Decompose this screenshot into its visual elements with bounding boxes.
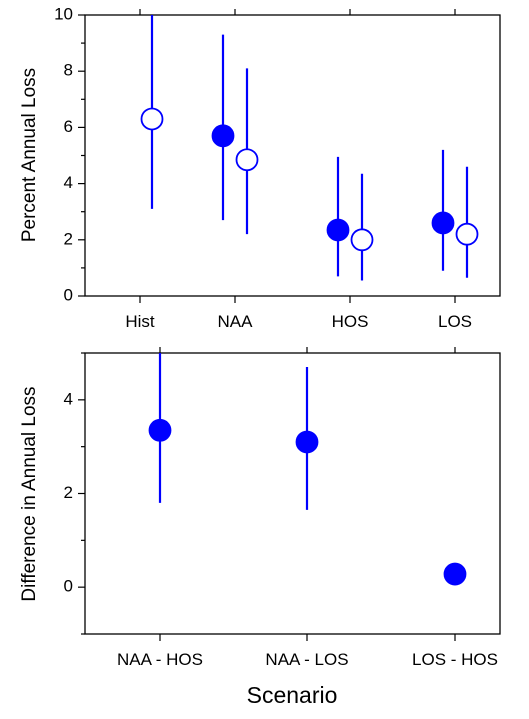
filled-marker <box>443 562 467 586</box>
data-marks-bottom <box>148 353 467 586</box>
x-axis-title: Scenario <box>247 682 338 708</box>
filled-marker <box>295 430 319 454</box>
y-axis-title-bottom: Difference in Annual Loss <box>19 386 40 601</box>
y-axis-ticks-bottom: 0 2 4 <box>64 352 85 635</box>
panel-difference-in-annual-loss: 0 2 4 NAA - HOS NAA - LOS LOS - HOS Differen… <box>19 347 501 708</box>
y-axis-ticks-top: 0 2 4 6 8 10 <box>54 4 85 304</box>
y-tick-label: 2 <box>64 483 73 502</box>
open-marker <box>235 148 259 172</box>
x-tick-label: NAA - LOS <box>265 650 348 669</box>
filled-marker <box>431 211 455 235</box>
x-tick-label: NAA <box>218 312 254 331</box>
y-tick-label: 2 <box>64 229 73 248</box>
open-marker <box>350 228 374 252</box>
plot-frame-top <box>84 14 501 297</box>
x-axis-ticks-top: Hist NAA HOS LOS <box>125 9 472 331</box>
y-axis-title-top: Percent Annual Loss <box>19 68 40 242</box>
x-tick-label: LOS - HOS <box>412 650 498 669</box>
open-marker <box>455 222 479 246</box>
x-tick-label: HOS <box>332 312 369 331</box>
y-tick-label: 10 <box>54 4 73 23</box>
y-tick-label: 0 <box>64 577 73 596</box>
y-tick-label: 4 <box>64 389 73 408</box>
open-marker <box>140 107 164 131</box>
y-tick-label: 0 <box>64 285 73 304</box>
filled-marker <box>326 218 350 242</box>
filled-marker <box>211 124 235 148</box>
x-tick-label: Hist <box>125 312 155 331</box>
panel-percent-annual-loss: 0 2 4 6 8 10 Hist NAA HOS LOS Percent Annual Los… <box>19 4 501 331</box>
y-tick-label: 8 <box>64 61 73 80</box>
y-tick-label: 6 <box>64 117 73 136</box>
plot-frame-bottom <box>84 352 501 635</box>
filled-marker <box>148 418 172 442</box>
data-marks-top <box>140 15 479 281</box>
x-axis-ticks-bottom: NAA - HOS NAA - LOS LOS - HOS <box>117 347 498 669</box>
y-tick-label: 4 <box>64 173 73 192</box>
x-tick-label: LOS <box>438 312 472 331</box>
x-tick-label: NAA - HOS <box>117 650 203 669</box>
